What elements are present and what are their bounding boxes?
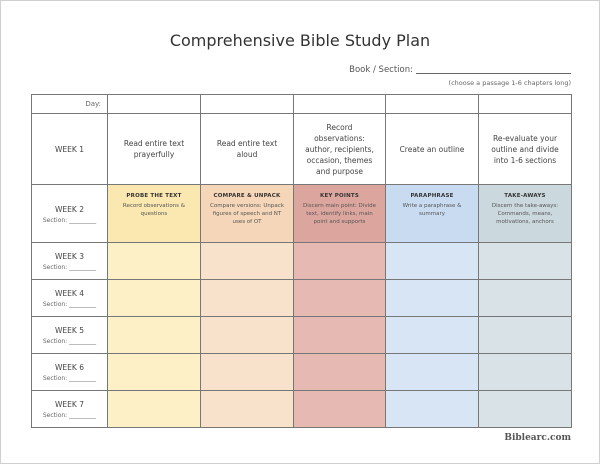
step-text: Discern the take-aways: Commands, means,… xyxy=(491,203,559,225)
study-cell xyxy=(108,354,201,391)
step-text: Write a paraphrase & summary xyxy=(402,203,462,217)
step-heading: PARAPHRASE xyxy=(410,193,454,199)
study-cell xyxy=(201,391,294,428)
study-cell xyxy=(294,391,386,428)
study-cell xyxy=(294,243,386,280)
week-cell: WEEK 6 Section: _________ xyxy=(32,354,108,391)
section-label: Section: _________ xyxy=(42,338,97,345)
study-cell xyxy=(479,280,572,317)
week-label: WEEK 1 xyxy=(55,144,84,154)
note: (choose a passage 1-6 chapters long) xyxy=(448,79,571,87)
step-heading: KEY POINTS xyxy=(320,193,359,199)
section-label: Section: _________ xyxy=(42,375,97,382)
study-cell xyxy=(479,391,572,428)
book-section-line xyxy=(416,73,571,74)
week-cell: WEEK 3 Section: _________ xyxy=(32,243,108,280)
footer: Biblearc.com xyxy=(504,433,571,443)
day-cell: Day: xyxy=(32,95,108,114)
day-label: Day: xyxy=(85,99,101,108)
day-blank xyxy=(108,95,201,114)
step-cell: PARAPHRASE Write a paraphrase & summary xyxy=(386,185,479,243)
step-text: Compare versions: Unpack figures of spee… xyxy=(210,203,284,225)
step-heading: COMPARE & UNPACK xyxy=(213,193,281,199)
study-cell xyxy=(108,280,201,317)
task-cell: Read entire text prayerfully xyxy=(108,114,201,185)
study-cell xyxy=(108,317,201,354)
study-cell xyxy=(386,243,479,280)
step-text: Discern main point: Divide text, identif… xyxy=(303,203,376,225)
study-cell xyxy=(479,354,572,391)
study-cell xyxy=(386,317,479,354)
section-label: Section: _________ xyxy=(42,264,97,271)
task-text: Read entire text aloud xyxy=(216,139,278,159)
week-label: WEEK 4 xyxy=(55,289,84,298)
week-label: WEEK 3 xyxy=(55,252,84,261)
week-cell: WEEK 5 Section: _________ xyxy=(32,317,108,354)
study-cell xyxy=(386,354,479,391)
step-cell: TAKE-AWAYS Discern the take-aways: Comman… xyxy=(479,185,572,243)
step-cell: KEY POINTS Discern main point: Divide tex… xyxy=(294,185,386,243)
task-text: Record observations: author, recipients,… xyxy=(305,122,374,176)
title: Comprehensive Bible Study Plan xyxy=(169,31,431,50)
plan-table: Day: WEEK 1 Read entire text prayerfully Re… xyxy=(31,94,572,428)
study-cell xyxy=(201,317,294,354)
task-cell: Re-evaluate your outline and divide into… xyxy=(479,114,572,185)
week-cell: WEEK 4 Section: _________ xyxy=(32,280,108,317)
study-cell xyxy=(479,317,572,354)
day-blank xyxy=(201,95,294,114)
study-cell xyxy=(386,391,479,428)
step-text: Record observations & questions xyxy=(122,203,186,217)
study-cell xyxy=(108,243,201,280)
study-cell xyxy=(294,317,386,354)
section-label: Section: _________ xyxy=(42,412,97,419)
step-cell: PROBE THE TEXT Record observations & ques… xyxy=(108,185,201,243)
step-heading: PROBE THE TEXT xyxy=(126,193,182,199)
study-cell xyxy=(479,243,572,280)
week-label: WEEK 6 xyxy=(55,363,84,372)
step-cell: COMPARE & UNPACK Compare versions: Unpack… xyxy=(201,185,294,243)
section-label: Section: _________ xyxy=(42,301,97,308)
study-cell xyxy=(108,391,201,428)
week-cell: WEEK 1 xyxy=(32,114,108,185)
week-label: WEEK 2 xyxy=(55,204,84,214)
day-blank xyxy=(386,95,479,114)
task-cell: Create an outline xyxy=(386,114,479,185)
book-section-label: Book / Section: xyxy=(349,65,413,75)
task-cell: Record observations: author, recipients,… xyxy=(294,114,386,185)
study-cell xyxy=(294,280,386,317)
study-cell xyxy=(201,243,294,280)
day-blank xyxy=(294,95,386,114)
section-label: Section: _________ xyxy=(42,216,97,224)
week-label: WEEK 5 xyxy=(55,326,84,335)
study-cell xyxy=(201,280,294,317)
day-blank xyxy=(479,95,572,114)
task-text: Re-evaluate your outline and divide into… xyxy=(491,133,559,165)
task-text: Create an outline xyxy=(399,144,465,154)
task-text: Read entire text prayerfully xyxy=(123,139,185,159)
week-cell: WEEK 7 Section: _________ xyxy=(32,391,108,428)
study-cell xyxy=(294,354,386,391)
step-heading: TAKE-AWAYS xyxy=(504,193,546,199)
week-cell: WEEK 2 Section: _________ xyxy=(32,185,108,243)
task-cell: Read entire text aloud xyxy=(201,114,294,185)
week-label: WEEK 7 xyxy=(55,400,84,409)
study-cell xyxy=(201,354,294,391)
study-cell xyxy=(386,280,479,317)
